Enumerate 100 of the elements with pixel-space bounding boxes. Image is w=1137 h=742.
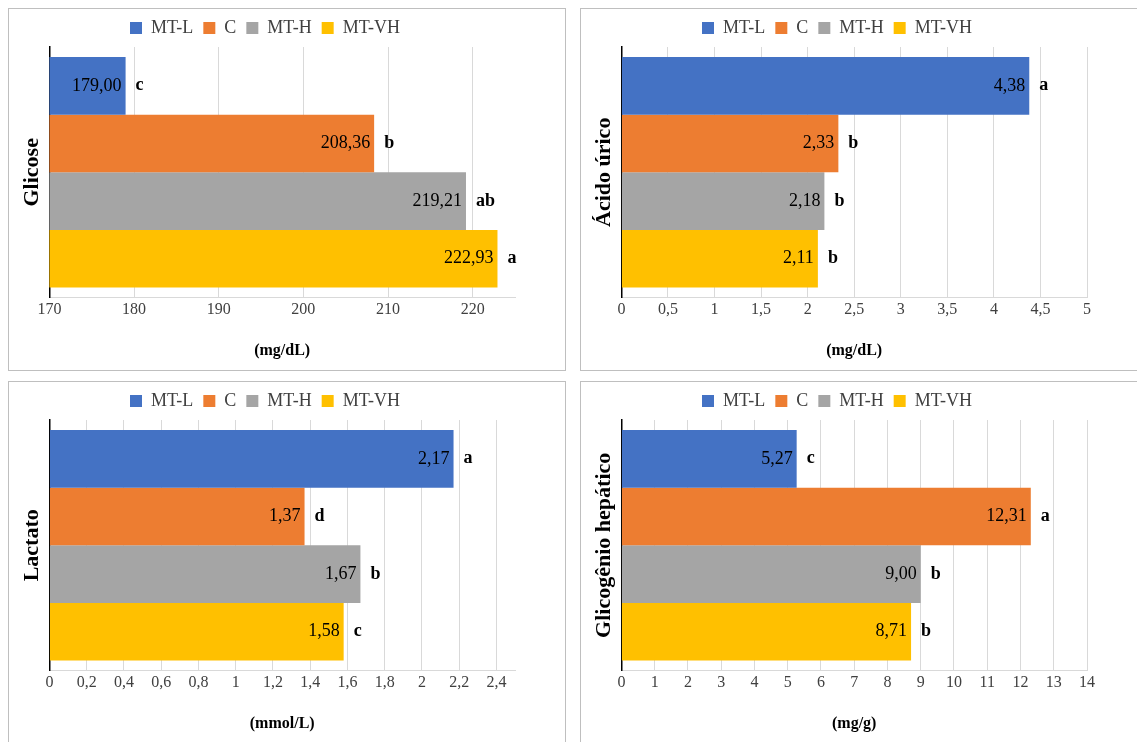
data-label: 1,37 <box>269 505 301 526</box>
x-tick-label: 2 <box>683 673 692 691</box>
x-tick-label: 2 <box>417 673 426 691</box>
bar <box>621 172 825 230</box>
x-tick-label: 200 <box>291 300 316 318</box>
legend-label: MT-L <box>722 389 766 410</box>
x-tick-label: 0,5 <box>657 300 678 318</box>
legend-label: MT-H <box>267 16 312 37</box>
bar <box>49 602 344 661</box>
data-label: 1,58 <box>308 620 340 641</box>
bar <box>621 57 1030 115</box>
x-axis-title: (mg/dL) <box>254 340 311 359</box>
legend-label: MT-H <box>839 389 884 410</box>
data-label: 222,93 <box>443 247 494 268</box>
annotation: a <box>1039 74 1049 95</box>
annotation: b <box>848 132 859 153</box>
data-label: 5,27 <box>761 447 793 468</box>
y-axis-title: Glicose <box>17 137 43 207</box>
x-tick-label: 180 <box>122 300 147 318</box>
annotation: a <box>463 447 473 468</box>
x-axis-title: (mg/dL) <box>826 340 883 359</box>
data-label: 2,33 <box>802 132 835 153</box>
annotation: ab <box>475 189 495 210</box>
x-tick-label: 4 <box>989 300 998 318</box>
x-tick-label: 2,5 <box>844 300 865 318</box>
y-axis-title: Ácido úrico <box>589 117 615 227</box>
legend-label: C <box>224 389 237 410</box>
x-tick-label: 0,8 <box>188 673 209 691</box>
data-label: 2,18 <box>788 189 821 210</box>
x-tick-label: 1,5 <box>751 300 772 318</box>
x-tick-label: 1 <box>650 673 659 691</box>
annotation: d <box>314 505 325 526</box>
bar <box>621 545 921 603</box>
legend-label: MT-VH <box>914 16 973 37</box>
y-axis-title: Lactato <box>17 509 43 582</box>
annotation: b <box>827 247 838 268</box>
x-tick-label: 3 <box>896 300 905 318</box>
x-tick-label: 7 <box>850 673 859 691</box>
data-label: 4,38 <box>993 74 1026 95</box>
x-tick-label: 3,5 <box>937 300 958 318</box>
x-tick-label: 2,4 <box>486 673 507 691</box>
data-label: 12,31 <box>986 505 1027 526</box>
x-tick-label: 9 <box>916 673 925 691</box>
x-tick-label: 2 <box>803 300 812 318</box>
data-label: 1,67 <box>324 562 357 583</box>
legend-label: MT-H <box>267 389 312 410</box>
data-label: 9,00 <box>885 562 917 583</box>
x-tick-label: 10 <box>945 673 962 691</box>
x-axis-title: (mg/g) <box>831 713 877 732</box>
x-tick-label: 2,2 <box>449 673 470 691</box>
annotation: c <box>135 74 144 95</box>
bar <box>621 602 912 661</box>
x-tick-label: 5 <box>1083 300 1091 318</box>
annotation: a <box>507 247 517 268</box>
x-tick-label: 11 <box>979 673 995 691</box>
x-tick-label: 4,5 <box>1030 300 1051 318</box>
x-tick-label: 0 <box>45 673 54 691</box>
x-tick-label: 13 <box>1045 673 1062 691</box>
x-tick-label: 14 <box>1079 673 1095 691</box>
bar <box>49 545 361 603</box>
annotation: b <box>921 620 932 641</box>
annotation: b <box>370 562 381 583</box>
legend-label: MT-VH <box>914 389 973 410</box>
y-axis-title: Glicogênio hepático <box>589 452 615 638</box>
x-tick-label: 6 <box>816 673 825 691</box>
data-label: 2,17 <box>418 447 450 468</box>
x-tick-label: 170 <box>37 300 62 318</box>
legend-label: C <box>796 389 809 410</box>
annotation: b <box>930 562 941 583</box>
x-tick-label: 8 <box>883 673 892 691</box>
annotation: b <box>384 132 395 153</box>
legend-label: MT-H <box>839 16 884 37</box>
legend-label: MT-L <box>150 389 194 410</box>
x-tick-label: 210 <box>376 300 401 318</box>
x-tick-label: 1 <box>231 673 240 691</box>
x-tick-label: 190 <box>206 300 231 318</box>
bar <box>49 430 454 488</box>
legend-label: MT-VH <box>342 389 401 410</box>
legend-label: MT-L <box>150 16 194 37</box>
data-label: 208,36 <box>320 132 371 153</box>
x-tick-label: 1,8 <box>374 673 395 691</box>
x-tick-label: 1,4 <box>300 673 321 691</box>
annotation: c <box>806 447 815 468</box>
bar <box>621 114 839 173</box>
data-label: 8,71 <box>875 620 908 641</box>
x-tick-label: 220 <box>460 300 485 318</box>
data-label: 179,00 <box>72 74 122 95</box>
data-label: 219,21 <box>412 189 462 210</box>
x-tick-label: 0 <box>617 673 626 691</box>
legend-label: C <box>224 16 237 37</box>
x-tick-label: 1,6 <box>337 673 358 691</box>
x-axis-title: (mmol/L) <box>249 713 315 732</box>
x-tick-label: 0 <box>617 300 626 318</box>
x-tick-label: 1,2 <box>262 673 283 691</box>
bar <box>621 229 818 288</box>
legend-label: MT-L <box>722 16 766 37</box>
x-tick-label: 0,4 <box>113 673 134 691</box>
x-tick-label: 4 <box>750 673 759 691</box>
x-tick-label: 12 <box>1012 673 1029 691</box>
annotation: a <box>1040 505 1050 526</box>
